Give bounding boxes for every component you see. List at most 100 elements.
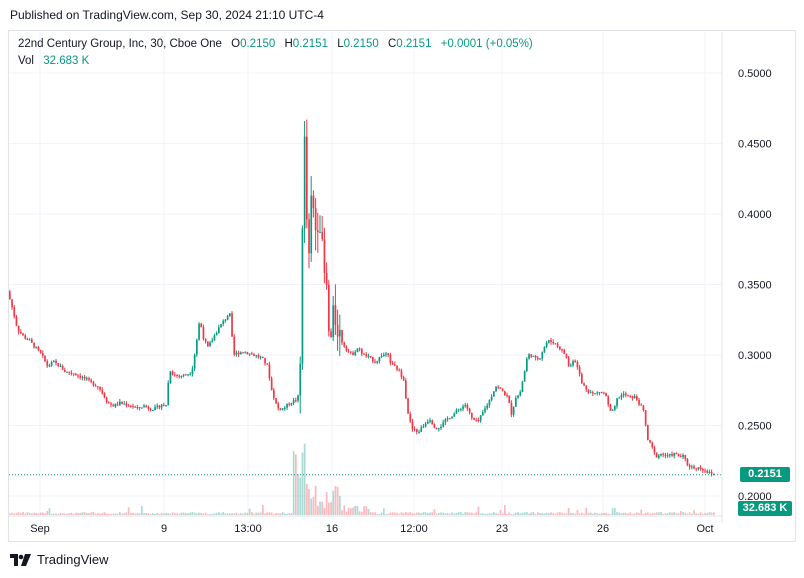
candle-body[interactable] [444,419,447,423]
candle-body[interactable] [567,357,570,366]
candle-body[interactable] [11,299,13,308]
candle-body[interactable] [123,403,126,405]
candle-body[interactable] [361,349,363,354]
candle-body[interactable] [713,473,715,475]
candle-body[interactable] [473,417,475,420]
candle-body[interactable] [455,410,458,414]
candle-body[interactable] [321,231,324,240]
candle-body[interactable] [413,428,416,430]
candle-body[interactable] [515,398,517,407]
candle-body[interactable] [226,316,229,320]
candle-body[interactable] [108,402,110,404]
candle-body[interactable] [620,395,623,398]
candle-body[interactable] [488,400,491,406]
candle-body[interactable] [105,397,108,403]
candle-body[interactable] [603,392,605,394]
candle-body[interactable] [26,338,29,340]
candle-body[interactable] [539,358,541,360]
candle-body[interactable] [512,406,515,415]
candle-body[interactable] [374,361,376,363]
candle-body[interactable] [457,409,460,411]
candle-body[interactable] [486,405,489,409]
candle-body[interactable] [583,383,585,386]
candle-body[interactable] [460,409,462,411]
candle-body[interactable] [61,365,64,370]
candle-body[interactable] [528,354,530,359]
candle-body[interactable] [394,364,396,366]
candle-body[interactable] [314,208,317,231]
candle-body[interactable] [310,195,313,254]
candle-body[interactable] [534,355,537,358]
candle-body[interactable] [521,381,524,392]
candle-body[interactable] [409,413,412,422]
candle-body[interactable] [479,415,482,421]
candle-body[interactable] [171,371,174,375]
candle-body[interactable] [50,362,53,366]
candle-body[interactable] [290,403,293,405]
candle-body[interactable] [119,401,121,405]
candle-body[interactable] [229,313,231,317]
candle-body[interactable] [440,426,442,429]
candle-body[interactable] [636,396,638,400]
candle-body[interactable] [631,396,634,399]
candle-body[interactable] [273,390,275,399]
candle-body[interactable] [110,403,112,405]
candle-body[interactable] [138,407,141,409]
candle-body[interactable] [449,418,451,420]
candle-body[interactable] [275,398,277,404]
candle-body[interactable] [165,405,167,407]
candle-body[interactable] [589,392,592,394]
candle-body[interactable] [660,453,662,456]
candle-body[interactable] [325,273,328,285]
candle-body[interactable] [704,470,706,472]
candle-body[interactable] [611,409,614,411]
candle-body[interactable] [572,360,574,366]
candle-body[interactable] [299,363,302,396]
candle-body[interactable] [90,379,93,382]
symbol-label[interactable]: 22nd Century Group, Inc, 30, Cboe One [18,38,222,50]
candle-body[interactable] [187,374,189,376]
candle-body[interactable] [323,239,326,274]
candle-body[interactable] [268,364,271,379]
candle-body[interactable] [358,348,361,350]
candle-body[interactable] [240,352,242,355]
candle-body[interactable] [152,409,154,411]
candle-body[interactable] [213,335,216,341]
candle-body[interactable] [101,389,104,394]
candle-body[interactable] [702,468,704,471]
candle-body[interactable] [204,338,207,342]
candle-body[interactable] [629,395,632,397]
candle-body[interactable] [570,365,572,367]
candle-body[interactable] [178,375,181,377]
candle-body[interactable] [561,349,563,351]
candle-body[interactable] [28,339,31,341]
candle-body[interactable] [352,352,354,355]
candle-body[interactable] [180,375,183,377]
candle-body[interactable] [464,404,467,407]
candle-body[interactable] [387,353,390,356]
candle-body[interactable] [9,291,11,300]
candle-body[interactable] [576,361,579,368]
candle-body[interactable] [211,340,214,343]
candle-body[interactable] [666,455,669,457]
candle-body[interactable] [149,408,152,411]
candle-body[interactable] [680,456,682,458]
candle-body[interactable] [537,357,539,360]
candle-body[interactable] [262,356,264,358]
candle-body[interactable] [550,340,552,343]
candle-body[interactable] [565,353,568,358]
candle-body[interactable] [644,410,647,426]
candle-body[interactable] [154,407,156,410]
candle-body[interactable] [548,340,550,343]
candle-body[interactable] [237,352,240,355]
candle-body[interactable] [653,447,656,453]
candle-body[interactable] [662,453,665,455]
candle-body[interactable] [616,398,618,407]
candle-body[interactable] [319,231,321,233]
candle-body[interactable] [532,355,535,357]
candle-body[interactable] [378,356,381,362]
candle-body[interactable] [556,343,559,347]
candle-body[interactable] [418,431,420,433]
candle-body[interactable] [523,371,526,382]
